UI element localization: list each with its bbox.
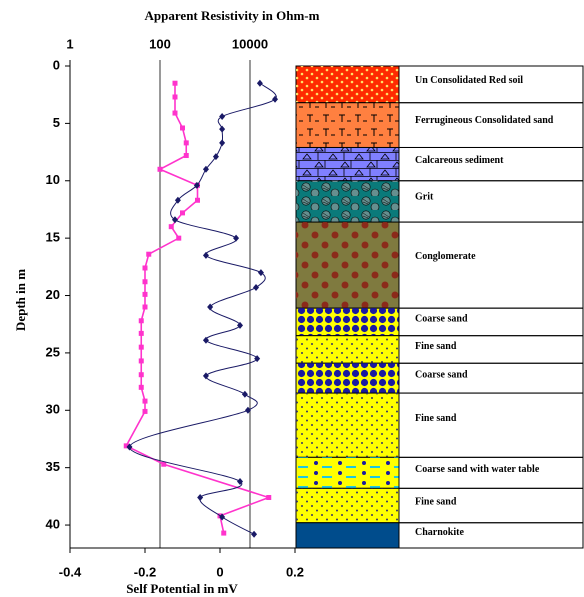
point xyxy=(203,252,209,259)
layer-label: Coarse sand xyxy=(415,369,468,380)
point xyxy=(139,372,144,377)
layer-label: Fine sand xyxy=(415,496,457,507)
x-tick-label: -0.2 xyxy=(134,564,156,579)
point xyxy=(143,399,148,404)
layer-label: Fine sand xyxy=(415,341,457,352)
point xyxy=(158,167,163,172)
x2-tick-label: 1 xyxy=(66,36,73,51)
point xyxy=(195,198,200,203)
series-line xyxy=(129,83,276,534)
y-tick-label: 25 xyxy=(46,344,60,359)
x2-tick-label: 10000 xyxy=(232,36,268,51)
point xyxy=(143,279,148,284)
point xyxy=(139,358,144,363)
layer-cell xyxy=(399,222,583,308)
point xyxy=(219,139,225,146)
point xyxy=(173,81,178,86)
layer-pattern xyxy=(296,222,399,308)
point xyxy=(169,224,174,229)
point xyxy=(221,531,226,536)
x-tick-label: -0.4 xyxy=(59,564,82,579)
layer-label: Calcareous sediment xyxy=(415,155,504,166)
point xyxy=(143,265,148,270)
point xyxy=(176,236,181,241)
y-tick-label: 5 xyxy=(53,115,60,130)
x-tick-label: 0.2 xyxy=(286,564,304,579)
layer-label: Grit xyxy=(415,192,434,203)
x-tick-label: 0 xyxy=(216,564,223,579)
point xyxy=(173,94,178,99)
layer-pattern xyxy=(296,457,399,488)
point xyxy=(272,96,278,103)
layer-label: Charnokite xyxy=(415,527,464,538)
layer-label: Fine sand xyxy=(415,413,457,424)
y-tick-label: 30 xyxy=(46,402,60,417)
point xyxy=(172,216,178,223)
y-tick-label: 0 xyxy=(53,57,60,72)
point xyxy=(257,80,263,87)
point xyxy=(233,235,239,242)
y-tick-label: 40 xyxy=(46,516,60,531)
series-line xyxy=(126,83,269,533)
chart-title: Apparent Resistivity in Ohm-m xyxy=(145,8,320,23)
point xyxy=(184,153,189,158)
layer-label: Coarse sand xyxy=(415,313,468,324)
chart: Apparent Resistivity in Ohm-m Self Poten… xyxy=(0,0,584,597)
y-tick-label: 20 xyxy=(46,287,60,302)
point xyxy=(139,385,144,390)
point xyxy=(139,345,144,350)
x2-tick-label: 100 xyxy=(149,36,171,51)
layer-pattern xyxy=(296,308,399,336)
point xyxy=(197,494,203,501)
layer-pattern xyxy=(296,103,399,148)
layer xyxy=(296,523,399,548)
point xyxy=(143,292,148,297)
point xyxy=(266,495,271,500)
y-tick-label: 15 xyxy=(46,230,60,245)
point xyxy=(253,284,259,291)
layer-pattern xyxy=(296,66,399,103)
layer-pattern xyxy=(296,147,399,180)
layer-pattern xyxy=(296,393,399,457)
point xyxy=(146,252,151,257)
x-axis-label: Self Potential in mV xyxy=(126,581,238,596)
layer-cell xyxy=(399,393,583,457)
point xyxy=(180,210,185,215)
point xyxy=(143,409,148,414)
y-axis-label: Depth in m xyxy=(13,269,28,331)
point xyxy=(180,125,185,130)
layer-pattern xyxy=(296,488,399,522)
point xyxy=(139,318,144,323)
y-tick-label: 35 xyxy=(46,459,60,474)
layer-label: Conglomerate xyxy=(415,251,476,262)
point xyxy=(251,531,257,538)
layer-pattern xyxy=(296,363,399,393)
point xyxy=(184,140,189,145)
point xyxy=(173,111,178,116)
layer-label: Un Consolidated Red soil xyxy=(415,75,523,86)
point xyxy=(219,113,225,120)
point xyxy=(139,331,144,336)
layer-label: Coarse sand with water table xyxy=(415,464,540,475)
layer-pattern xyxy=(296,181,399,222)
layer-pattern xyxy=(296,336,399,364)
point xyxy=(219,126,225,133)
point xyxy=(203,372,209,379)
point xyxy=(242,391,248,398)
layer-label: Ferrugineous Consolidated sand xyxy=(415,115,554,126)
point xyxy=(258,269,264,276)
point xyxy=(143,305,148,310)
y-tick-label: 10 xyxy=(46,172,60,187)
